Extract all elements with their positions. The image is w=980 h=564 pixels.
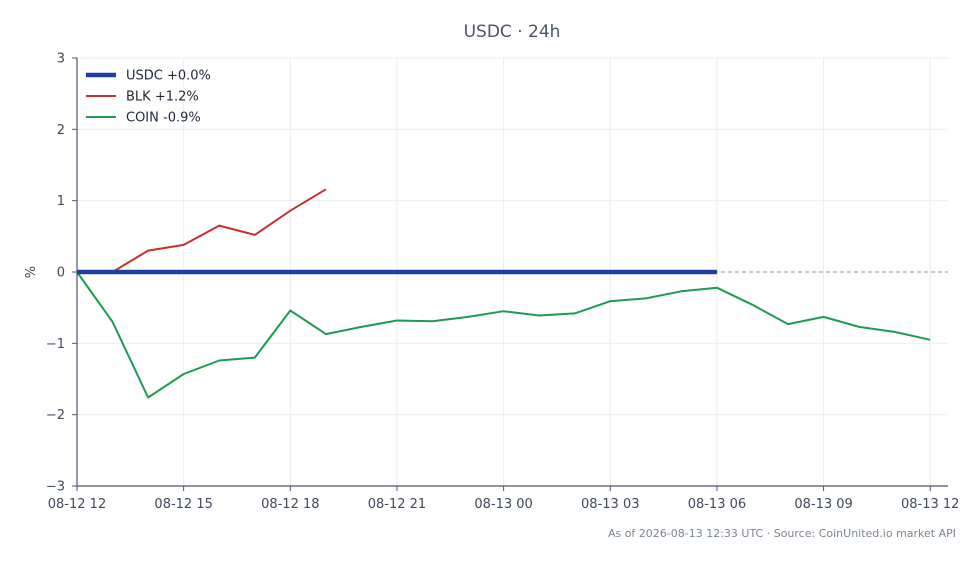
x-tick-label: 08-13 06 [688, 497, 746, 512]
series-layer [76, 188, 931, 399]
chart-title: USDC · 24h [464, 22, 561, 42]
x-tick-label: 08-12 12 [48, 497, 106, 512]
y-tick-label: 1 [57, 194, 65, 209]
y-tick-label: 2 [57, 123, 65, 138]
legend-label-usdc: USDC +0.0% [126, 69, 211, 84]
x-tick-label: 08-13 09 [794, 497, 852, 512]
y-tick-label: −3 [46, 480, 65, 495]
x-tick-label: 08-12 18 [261, 497, 319, 512]
legend-label-blk: BLK +1.2% [126, 90, 199, 105]
x-tick-label: 08-13 12 [901, 497, 959, 512]
x-tick-label: 08-13 03 [581, 497, 639, 512]
y-axis-label: % [24, 266, 39, 278]
x-tick-label: 08-12 21 [368, 497, 426, 512]
x-ticks: 08-12 12 08-12 15 08-12 18 08-12 21 08-13 00… [48, 486, 959, 512]
y-ticks: 3 2 1 0 −1 −2 −3 [46, 52, 77, 495]
series-line-blk [112, 188, 327, 273]
x-tick-label: 08-13 00 [474, 497, 532, 512]
y-tick-label: −2 [46, 408, 65, 423]
y-tick-label: 3 [57, 52, 65, 67]
y-tick-label: −1 [46, 337, 65, 352]
series-line-coin [76, 271, 931, 399]
y-tick-label: 0 [57, 266, 65, 281]
legend-label-coin: COIN -0.9% [126, 111, 201, 126]
source-footer: As of 2026-08-13 12:33 UTC · Source: Coi… [607, 527, 956, 540]
legend: USDC +0.0% BLK +1.2% COIN -0.9% [86, 69, 211, 126]
x-tick-label: 08-12 15 [154, 497, 212, 512]
